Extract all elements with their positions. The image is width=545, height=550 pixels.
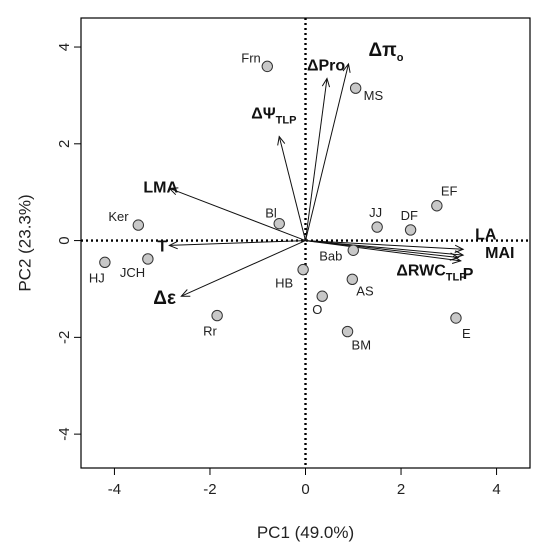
site-point: Bl [265, 206, 285, 230]
loading-label: LMA [143, 179, 178, 196]
loading-label: ΔPro [307, 57, 345, 74]
site-label: JJ [369, 205, 382, 220]
site-point: EF [431, 184, 458, 212]
site-point: HB [275, 263, 309, 291]
site-point: Rr [203, 309, 223, 339]
x-tick-label: -4 [108, 481, 121, 498]
x-axis-title: PC1 (49.0%) [257, 523, 354, 542]
site-label: JCH [120, 265, 145, 280]
loading-label: ΔRWCTLP [396, 263, 466, 284]
site-point: Frn [241, 50, 273, 73]
site-point: O [312, 290, 328, 317]
x-tick-label: 0 [301, 481, 309, 498]
y-tick-label: 0 [56, 236, 73, 244]
site-label: AS [356, 283, 374, 298]
y-tick-label: -4 [56, 427, 73, 440]
site-point: JJ [369, 205, 383, 233]
site-point: JCH [120, 253, 154, 280]
site-label: Frn [241, 50, 261, 65]
loading-label: P [463, 266, 474, 283]
loading-label: T [157, 238, 167, 255]
site-label: Rr [203, 324, 217, 339]
loading-arrow: T [157, 238, 306, 255]
site-label: Ker [108, 209, 129, 224]
site-label: BM [352, 338, 372, 353]
site-point: MS [349, 82, 384, 103]
site-point: DF [401, 208, 418, 236]
loading-label: MAI [485, 245, 514, 262]
x-tick-label: -2 [203, 481, 216, 498]
y-axis-title: PC2 (23.3%) [15, 194, 34, 291]
loading-label: ΔΨTLP [251, 106, 296, 127]
y-tick-label: 2 [56, 140, 73, 148]
loading-arrow: P [305, 240, 474, 283]
site-point: Bab [319, 244, 359, 263]
site-label: O [312, 302, 322, 317]
site-label: EF [441, 184, 458, 199]
site-label: MS [364, 88, 384, 103]
x-tick-label: 2 [397, 481, 405, 498]
y-tick-label: -2 [56, 331, 73, 344]
loading-arrow: ΔPro [305, 57, 345, 241]
site-point: Ker [108, 209, 145, 231]
site-point: E [450, 312, 471, 341]
site-label: Bl [265, 206, 277, 221]
site-label: HB [275, 276, 293, 291]
loading-label: Δπo [368, 40, 403, 64]
site-point: AS [346, 273, 374, 298]
site-label: E [462, 326, 471, 341]
site-point: BM [341, 325, 372, 353]
loading-arrow: Δε [153, 240, 306, 309]
site-label: HJ [89, 270, 105, 285]
loading-label: Δε [153, 288, 176, 309]
loading-label: LA [475, 226, 497, 243]
x-tick-label: 4 [492, 481, 500, 498]
site-point: HJ [89, 256, 111, 285]
loading-arrow: LMA [143, 179, 306, 242]
site-label: DF [401, 208, 418, 223]
y-tick-label: 4 [56, 43, 73, 51]
site-label: Bab [319, 248, 342, 263]
